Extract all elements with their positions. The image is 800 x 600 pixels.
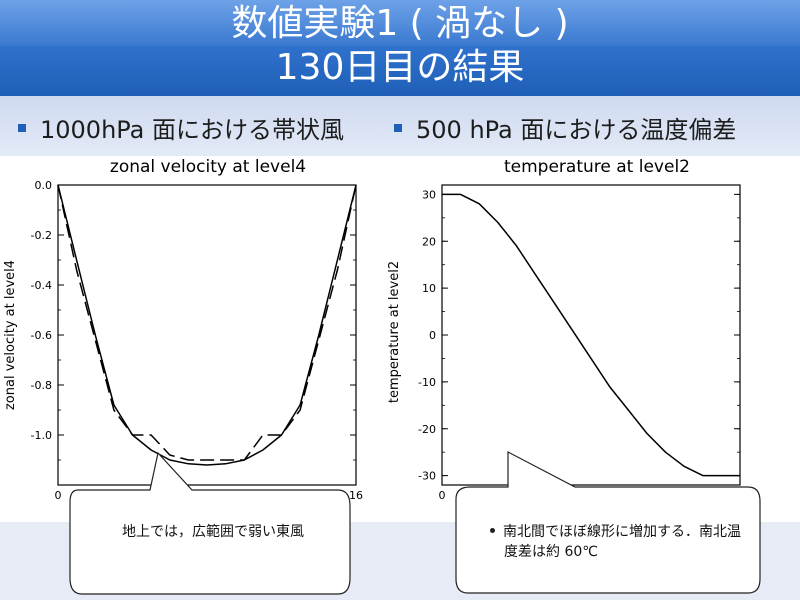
y-tick-label: -0.8 [31, 379, 52, 392]
temperature-chart: temperature at level2 temperature at lev… [387, 157, 747, 502]
plot-frame [57, 184, 357, 486]
bullet-right: 500 hPa 面における温度偏差 [394, 110, 736, 145]
title-line-1: 数値実験1 ( 渦なし ) [231, 3, 569, 44]
title-line-2: 130日目の結果 [275, 47, 525, 88]
callout-left-text: 地上では，広範囲で弱い東風 [122, 524, 304, 540]
plot-frame [441, 184, 741, 486]
y-tick-label: 0.0 [35, 179, 53, 192]
series-line-solid [442, 193, 740, 477]
series-line-dashed [57, 184, 357, 461]
callout-right: 南北間でほぼ線形に増加する．南北温度差は約 60℃ [490, 522, 754, 562]
bullet-dot-icon [490, 527, 495, 533]
y-tick-label: -20 [418, 423, 436, 436]
y-axis-label: temperature at level2 [387, 261, 402, 403]
title-band [0, 0, 800, 96]
y-tick-label: 20 [422, 235, 436, 248]
bullet-square-icon [18, 124, 26, 132]
y-tick-label: -1.0 [31, 429, 52, 442]
zonal-velocity-chart: zonal velocity at level4 zonal velocity … [3, 157, 363, 502]
bullet-left-text: 1000hPa 面における帯状風 [40, 116, 345, 144]
y-tick-label: -30 [418, 470, 436, 483]
charts-area: zonal velocity at level4 zonal velocity … [3, 157, 761, 595]
callout-bubble-left [69, 451, 351, 595]
callout-right-text: 南北間でほぼ線形に増加する．南北温度差は約 60℃ [503, 524, 741, 560]
y-tick-label: 30 [422, 188, 436, 201]
slide-title: 数値実験1 ( 渦なし ) 130日目の結果 [0, 2, 800, 90]
series-line-solid [57, 184, 357, 466]
y-tick-label: 0 [429, 329, 436, 342]
y-axis-label: zonal velocity at level4 [3, 260, 18, 410]
y-tick-label: -0.4 [31, 279, 52, 292]
callout-bubble-right [455, 451, 761, 594]
y-tick-label: -0.6 [31, 329, 52, 342]
y-tick-label: -10 [418, 376, 436, 389]
bullet-square-icon [394, 124, 402, 132]
y-tick-label: -0.2 [31, 229, 52, 242]
bullet-left: 1000hPa 面における帯状風 [18, 110, 344, 145]
title-sheen [0, 0, 800, 46]
x-tick-label: 16 [349, 489, 363, 502]
x-tick-label: 0 [439, 489, 446, 502]
chart-title: temperature at level2 [504, 157, 690, 177]
y-tick-label: 10 [422, 282, 436, 295]
chart-title: zonal velocity at level4 [110, 157, 306, 177]
bullet-right-text: 500 hPa 面における温度偏差 [416, 116, 737, 144]
x-tick-label: 0 [55, 489, 62, 502]
